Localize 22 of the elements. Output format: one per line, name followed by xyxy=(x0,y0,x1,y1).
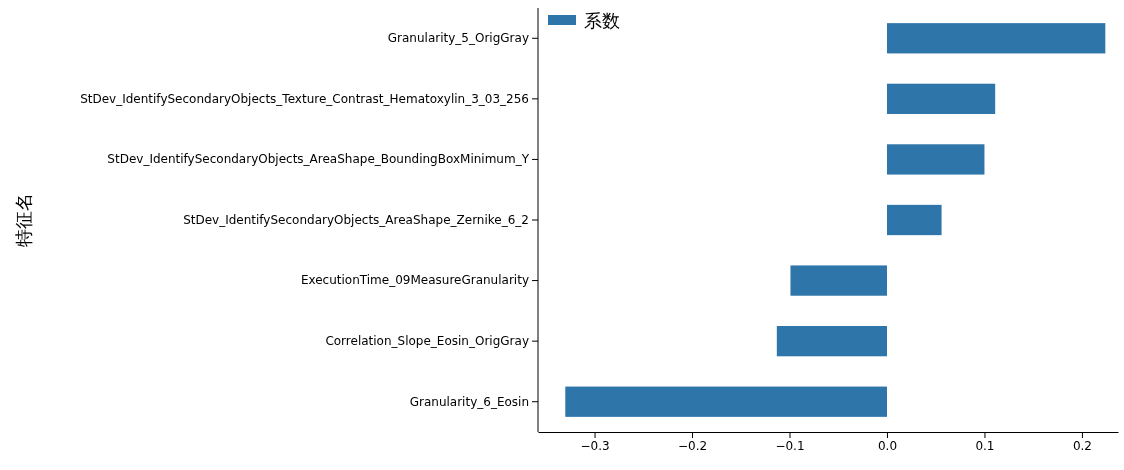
bar xyxy=(886,83,996,114)
bar xyxy=(776,326,887,357)
y-tick-label: Granularity_5_OrigGray xyxy=(387,31,529,46)
x-tick-label: 0.2 xyxy=(1072,438,1092,453)
x-tick-label: −0.1 xyxy=(775,438,805,453)
bar xyxy=(886,144,985,175)
y-tick-label: Granularity_6_Eosin xyxy=(409,394,529,409)
bar xyxy=(886,204,942,236)
y-axis-title: 特征名 xyxy=(13,193,34,247)
y-tick-label: StDev_IdentifySecondaryObjects_AreaShape_Zernike_6_2 xyxy=(183,212,529,227)
x-tick-label: −0.2 xyxy=(677,438,708,453)
y-tick-label: Correlation_Slope_Eosin_OrigGray xyxy=(325,333,529,348)
y-tick-label: StDev_IdentifySecondaryObjects_Texture_Contrast_Hematoxylin_3_03_256 xyxy=(80,91,529,106)
y-tick-label: StDev_IdentifySecondaryObjects_AreaShape_BoundingBoxMinimum_Y xyxy=(107,152,530,167)
bar xyxy=(565,386,887,417)
legend-label: 系数 xyxy=(584,10,620,31)
x-tick-label: 0.1 xyxy=(975,438,995,453)
x-tick-label: −0.3 xyxy=(580,438,610,453)
y-tick-label: ExecutionTime_09MeasureGranularity xyxy=(300,273,529,288)
bar xyxy=(790,265,887,296)
bar xyxy=(886,23,1106,54)
x-tick-label: 0.0 xyxy=(877,438,898,453)
